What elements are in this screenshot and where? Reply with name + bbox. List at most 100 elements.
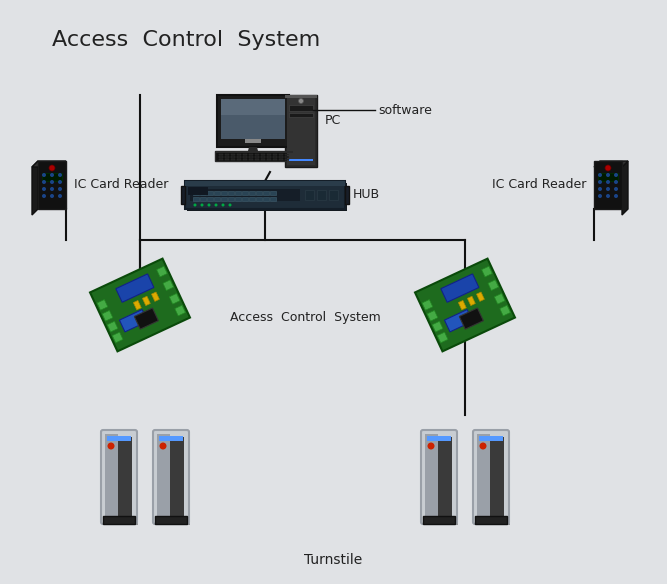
- Bar: [425, 434, 438, 520]
- Polygon shape: [594, 161, 628, 167]
- Bar: [279, 156, 283, 158]
- Circle shape: [480, 443, 486, 450]
- Circle shape: [614, 187, 618, 191]
- Bar: [263, 196, 269, 200]
- Bar: [279, 154, 283, 155]
- Bar: [273, 156, 277, 158]
- Bar: [256, 191, 261, 195]
- Circle shape: [42, 173, 46, 177]
- Circle shape: [58, 173, 62, 177]
- Circle shape: [201, 203, 203, 207]
- Circle shape: [107, 443, 115, 450]
- Bar: [345, 186, 349, 204]
- Polygon shape: [432, 321, 443, 332]
- Bar: [207, 196, 213, 200]
- Bar: [237, 158, 241, 160]
- Bar: [228, 196, 233, 200]
- Polygon shape: [494, 294, 505, 304]
- Circle shape: [614, 194, 618, 198]
- Polygon shape: [102, 311, 113, 321]
- Bar: [217, 95, 289, 147]
- Polygon shape: [107, 321, 118, 332]
- Text: software: software: [378, 103, 432, 116]
- Bar: [200, 191, 205, 195]
- Text: IC Card Reader: IC Card Reader: [74, 179, 168, 192]
- Bar: [245, 139, 261, 143]
- Bar: [289, 105, 313, 111]
- Polygon shape: [488, 280, 499, 290]
- Circle shape: [428, 443, 434, 450]
- Bar: [285, 95, 317, 167]
- Circle shape: [606, 180, 610, 184]
- Polygon shape: [458, 301, 466, 310]
- Bar: [267, 156, 271, 158]
- Bar: [207, 191, 213, 195]
- Polygon shape: [134, 308, 158, 329]
- Polygon shape: [460, 308, 484, 329]
- Bar: [242, 196, 247, 200]
- FancyBboxPatch shape: [473, 430, 509, 524]
- Bar: [42, 173, 62, 181]
- Circle shape: [50, 173, 54, 177]
- Bar: [105, 434, 118, 520]
- Bar: [221, 196, 227, 200]
- Circle shape: [606, 194, 610, 198]
- Bar: [155, 516, 187, 524]
- Circle shape: [58, 180, 62, 184]
- Bar: [598, 173, 618, 181]
- Bar: [200, 196, 205, 200]
- Bar: [243, 156, 247, 158]
- Bar: [214, 196, 219, 200]
- Circle shape: [193, 203, 197, 207]
- Circle shape: [49, 165, 55, 171]
- Bar: [107, 436, 131, 441]
- Bar: [235, 155, 271, 160]
- Circle shape: [159, 443, 167, 450]
- Circle shape: [598, 187, 602, 191]
- Bar: [317, 190, 326, 200]
- Bar: [477, 434, 490, 520]
- Polygon shape: [500, 305, 510, 316]
- Bar: [438, 437, 452, 517]
- Circle shape: [598, 194, 602, 198]
- Bar: [158, 435, 190, 525]
- Bar: [225, 154, 229, 155]
- Bar: [285, 156, 289, 158]
- Polygon shape: [622, 161, 628, 215]
- Polygon shape: [143, 296, 150, 305]
- Bar: [279, 158, 283, 160]
- Polygon shape: [133, 301, 141, 310]
- Bar: [185, 181, 345, 209]
- Bar: [261, 156, 265, 158]
- Bar: [106, 435, 138, 525]
- Bar: [426, 435, 458, 525]
- Circle shape: [50, 180, 54, 184]
- Bar: [423, 516, 455, 524]
- Text: IC Card Reader: IC Card Reader: [492, 179, 586, 192]
- Circle shape: [50, 187, 54, 191]
- Bar: [235, 196, 241, 200]
- Circle shape: [50, 194, 54, 198]
- Polygon shape: [415, 259, 515, 352]
- Circle shape: [207, 203, 211, 207]
- Bar: [427, 436, 451, 441]
- Bar: [273, 158, 277, 160]
- Polygon shape: [468, 296, 476, 305]
- Bar: [237, 154, 241, 155]
- Bar: [237, 156, 241, 158]
- Polygon shape: [482, 266, 492, 277]
- Polygon shape: [444, 310, 473, 332]
- Bar: [256, 196, 261, 200]
- Circle shape: [221, 203, 225, 207]
- Polygon shape: [163, 280, 173, 290]
- Bar: [190, 189, 300, 201]
- FancyBboxPatch shape: [153, 430, 189, 524]
- Bar: [478, 435, 510, 525]
- FancyBboxPatch shape: [292, 151, 304, 161]
- Circle shape: [215, 203, 217, 207]
- Bar: [193, 191, 199, 195]
- Circle shape: [606, 187, 610, 191]
- Bar: [249, 154, 253, 155]
- Bar: [490, 437, 504, 517]
- Bar: [221, 99, 285, 139]
